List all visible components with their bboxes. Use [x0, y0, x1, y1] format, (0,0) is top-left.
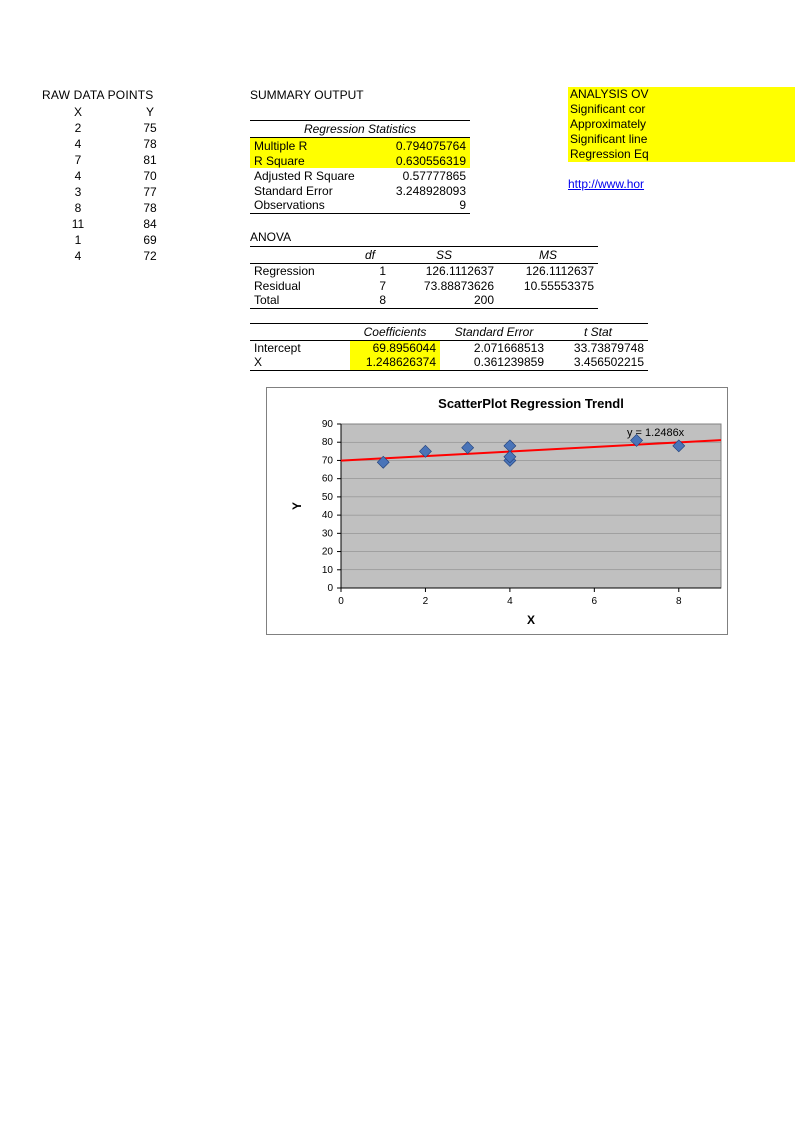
svg-text:30: 30: [322, 528, 334, 539]
anova-header-ms: MS: [498, 246, 598, 263]
table-row: Total8200: [250, 293, 598, 308]
raw-header-y: Y: [114, 104, 186, 120]
raw-data-section: RAW DATA POINTS X Y 27547878147037787811…: [42, 88, 232, 264]
raw-data-title: RAW DATA POINTS: [42, 88, 232, 102]
table-row: Regression1126.1112637126.1112637: [250, 263, 598, 278]
anova-title: ANOVA: [250, 230, 780, 244]
analysis-line-4: Regression Eq: [568, 147, 795, 162]
svg-text:4: 4: [507, 596, 513, 607]
svg-text:ScatterPlot Regression Trendl: ScatterPlot Regression Trendl: [438, 396, 624, 411]
anova-table: df SS MS Regression1126.1112637126.11126…: [250, 246, 598, 309]
table-row: R Square0.630556319: [250, 153, 470, 168]
svg-text:0: 0: [338, 596, 344, 607]
table-row: Adjusted R Square0.57777865: [250, 168, 470, 183]
table-row: 478: [42, 136, 186, 152]
svg-text:40: 40: [322, 510, 334, 521]
table-row: Residual773.8887362610.55553375: [250, 278, 598, 293]
table-row: Standard Error3.248928093: [250, 183, 470, 198]
svg-text:X: X: [527, 613, 535, 627]
table-row: 470: [42, 168, 186, 184]
analysis-line-3: Significant line: [568, 132, 795, 147]
coef-header-coef: Coefficients: [350, 323, 440, 340]
svg-text:10: 10: [322, 564, 334, 575]
analysis-line-2: Approximately: [568, 117, 795, 132]
raw-data-header-row: X Y: [42, 104, 186, 120]
scatter-chart: 0 10 20 30 40 50 60 70 80 90 0 2 4 6 8 ScatterPlot Regr…: [266, 387, 728, 635]
reference-link[interactable]: http://www.hor: [568, 177, 644, 191]
coefficients-table: Coefficients Standard Error t Stat Inter…: [250, 323, 648, 371]
svg-text:20: 20: [322, 546, 334, 557]
table-row: 1184: [42, 216, 186, 232]
table-row: 878: [42, 200, 186, 216]
svg-text:y = 1.2486x: y = 1.2486x: [627, 427, 685, 439]
coef-header-se: Standard Error: [440, 323, 548, 340]
analysis-line-0: ANALYSIS OV: [568, 87, 795, 102]
table-row: 781: [42, 152, 186, 168]
svg-text:Y: Y: [290, 501, 304, 509]
svg-text:70: 70: [322, 455, 334, 466]
table-row: Multiple R0.794075764: [250, 138, 470, 153]
table-row: 169: [42, 232, 186, 248]
svg-text:8: 8: [676, 596, 682, 607]
svg-text:80: 80: [322, 437, 334, 448]
table-row: 377: [42, 184, 186, 200]
regression-stats-caption: Regression Statistics: [250, 120, 470, 138]
svg-text:0: 0: [327, 583, 333, 594]
svg-text:6: 6: [592, 596, 598, 607]
table-row: 472: [42, 248, 186, 264]
raw-header-x: X: [42, 104, 114, 120]
regression-stats-table: Regression Statistics Multiple R0.794075…: [250, 120, 470, 214]
anova-header-df: df: [350, 246, 390, 263]
svg-text:60: 60: [322, 473, 334, 484]
anova-header-ss: SS: [390, 246, 498, 263]
table-row: X1.2486263740.3612398593.456502215: [250, 355, 648, 370]
table-row: Observations9: [250, 198, 470, 213]
coef-header-t: t Stat: [548, 323, 648, 340]
analysis-line-1: Significant cor: [568, 102, 795, 117]
table-row: Intercept69.89560442.07166851333.7387974…: [250, 340, 648, 355]
svg-text:2: 2: [423, 596, 429, 607]
table-row: 275: [42, 120, 186, 136]
svg-text:50: 50: [322, 491, 334, 502]
analysis-overview-section: ANALYSIS OV Significant cor Approximatel…: [568, 87, 795, 192]
svg-text:90: 90: [322, 419, 334, 430]
raw-data-table: X Y 2754787814703778781184169472: [42, 104, 186, 264]
